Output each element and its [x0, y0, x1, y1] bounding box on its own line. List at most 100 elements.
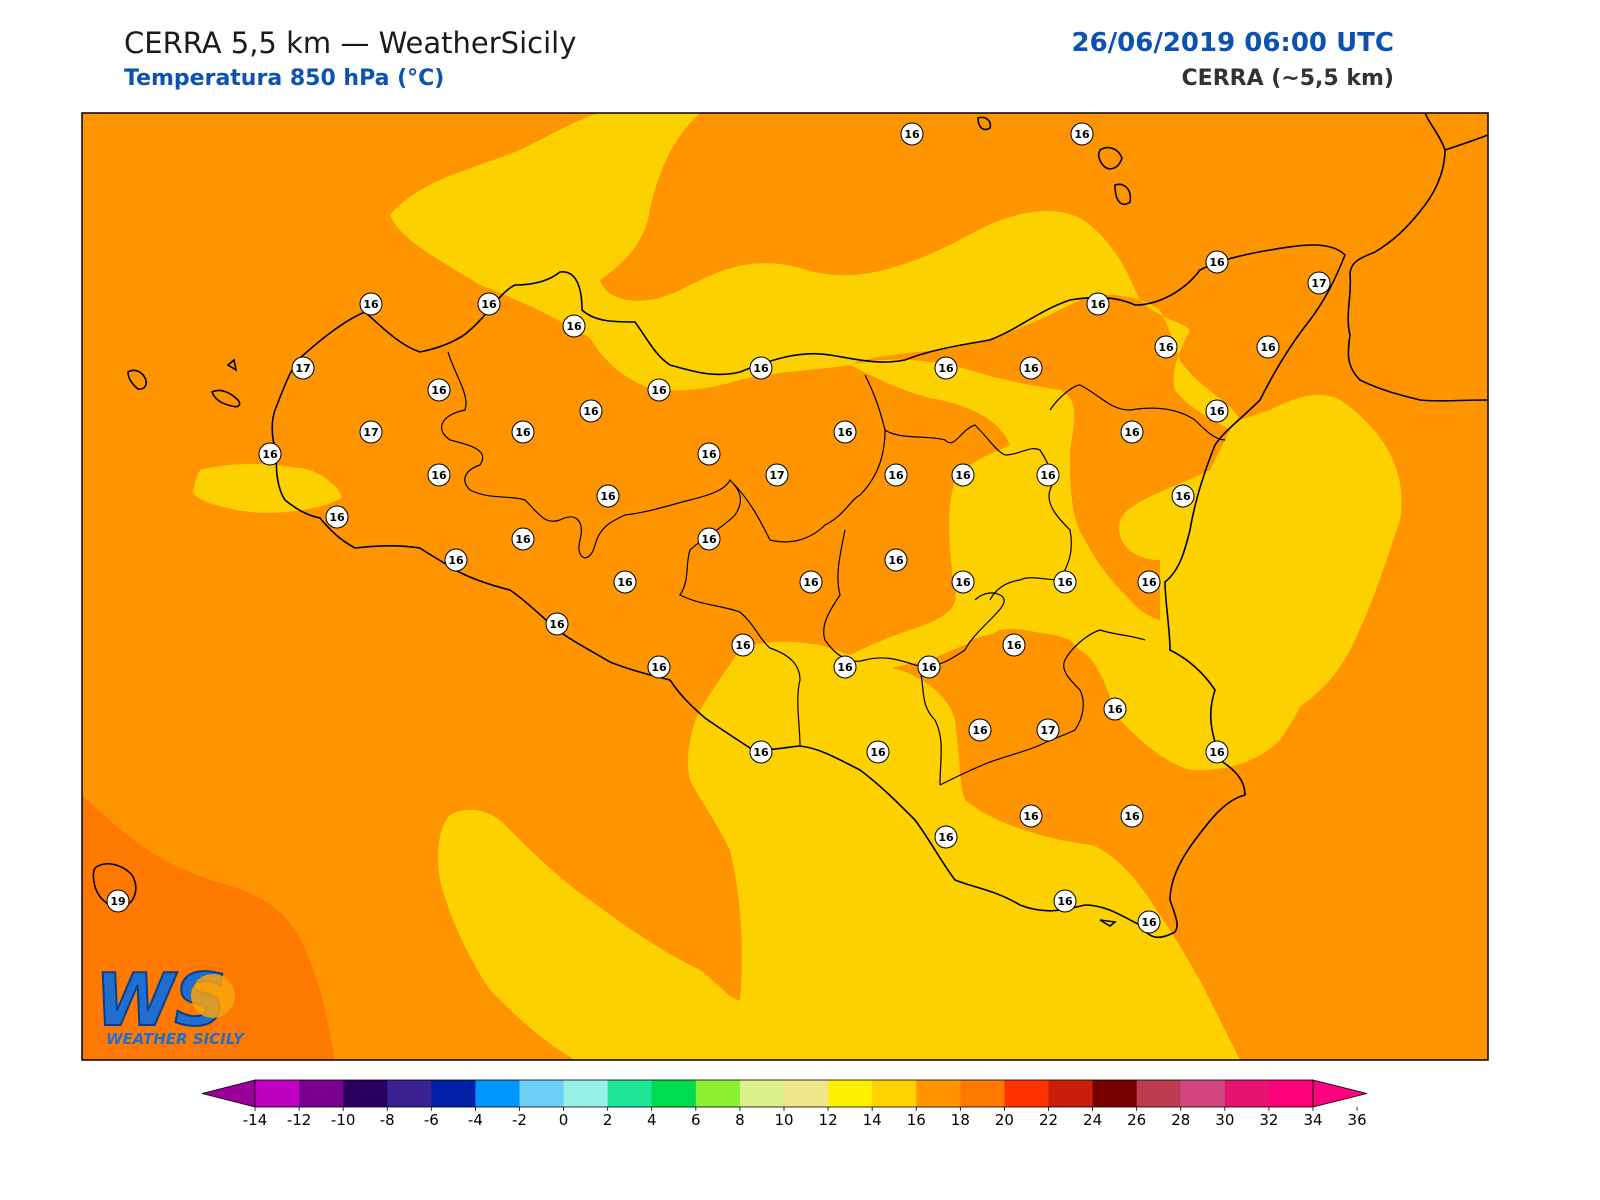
station-value: 16	[549, 618, 565, 631]
colorbar-segment	[1048, 1080, 1094, 1107]
station-marker: 16	[697, 442, 721, 466]
station-circle	[1205, 250, 1229, 274]
station-value: 16	[431, 384, 447, 397]
station-marker: 16	[934, 356, 958, 380]
station-circle	[545, 612, 569, 636]
station-circle	[511, 527, 535, 551]
station-circle	[884, 463, 908, 487]
station-circle	[731, 633, 755, 657]
station-value: 16	[735, 639, 751, 652]
station-marker: 16	[833, 655, 857, 679]
station-marker: 17	[765, 463, 789, 487]
station-marker: 16	[934, 825, 958, 849]
colorbar-segment	[607, 1080, 653, 1107]
sicily-coastline	[271, 244, 1346, 939]
coastlines	[92, 113, 1488, 939]
station-marker: 16	[866, 740, 890, 764]
aeolian-islands	[977, 116, 1132, 206]
colorbar-segment	[1268, 1080, 1314, 1107]
station-circle	[444, 548, 468, 572]
station-circle	[1171, 484, 1195, 508]
station-marker: 16	[799, 570, 823, 594]
fill-14-16-central	[840, 359, 1306, 771]
station-marker: 16	[1086, 292, 1110, 316]
station-circle	[1205, 740, 1229, 764]
colorbar-tick-label: 12	[819, 1111, 838, 1129]
station-value: 16	[431, 469, 447, 482]
station-circle	[427, 378, 451, 402]
station-circle	[258, 442, 282, 466]
station-marker: 16	[359, 292, 383, 316]
colorbar-segment	[431, 1080, 476, 1107]
station-circle	[1137, 910, 1161, 934]
station-markers: 16 16 16 16 16 17 16 16 16 16 16 16 16 16 17 16 16 16 16 17…	[106, 122, 1331, 934]
logo-caption: WEATHER SICILY	[106, 1030, 246, 1048]
station-circle	[697, 527, 721, 551]
colorbar-over-arrow	[1312, 1079, 1368, 1108]
colorbar-segment	[255, 1080, 300, 1107]
fill-14-16-west	[193, 464, 342, 513]
station-marker: 16	[596, 484, 620, 508]
station-value: 16	[515, 533, 531, 546]
station-value: 16	[583, 405, 599, 418]
station-marker: 17	[1307, 271, 1331, 295]
station-circle	[900, 122, 924, 146]
weathersicily-logo: WS WEATHER SICILY	[94, 957, 246, 1048]
station-circle	[106, 889, 130, 913]
station-value: 17	[295, 362, 310, 375]
station-value: 16	[600, 490, 616, 503]
colorbar-segment	[960, 1080, 1005, 1107]
station-marker: 16	[579, 399, 603, 423]
station-marker: 16	[562, 314, 586, 338]
station-circle	[833, 420, 857, 444]
colorbar-segment	[343, 1080, 388, 1107]
station-circle	[697, 442, 721, 466]
station-value: 16	[888, 469, 904, 482]
station-circle	[968, 718, 992, 742]
station-marker: 16	[1019, 356, 1043, 380]
station-marker: 16	[1019, 804, 1043, 828]
colorbar-tick-label: -14	[243, 1111, 268, 1129]
colorbar-segment	[651, 1080, 697, 1107]
station-marker: 16	[511, 527, 535, 551]
station-circle	[1036, 718, 1060, 742]
station-value: 16	[803, 576, 819, 589]
station-value: 16	[1209, 746, 1225, 759]
station-circle	[951, 570, 975, 594]
station-circle	[1120, 804, 1144, 828]
colorbar-tick-label: 16	[907, 1111, 926, 1129]
station-value: 16	[1074, 128, 1090, 141]
colorbar-tick-label: 14	[863, 1111, 882, 1129]
station-circle	[749, 740, 773, 764]
station-marker: 16	[427, 463, 451, 487]
chart-title: CERRA 5,5 km — WeatherSicily	[124, 26, 577, 60]
station-value: 16	[1090, 298, 1106, 311]
colorbar-segment	[695, 1080, 741, 1107]
station-marker: 16	[647, 655, 671, 679]
calabria-coastline	[1347, 113, 1488, 402]
colorbar-tick-label: 4	[647, 1111, 657, 1129]
station-circle	[1053, 570, 1077, 594]
colorbar-segment	[563, 1080, 609, 1107]
station-marker: 16	[1154, 335, 1178, 359]
station-marker: 16	[427, 378, 451, 402]
station-marker: 16	[1120, 420, 1144, 444]
station-value: 16	[1158, 341, 1174, 354]
fill-16-18-south-pocket	[955, 631, 1150, 855]
station-value: 16	[363, 298, 379, 311]
station-circle	[596, 484, 620, 508]
station-circle	[1002, 633, 1026, 657]
colorbar-segment	[519, 1080, 565, 1107]
station-value: 16	[972, 724, 988, 737]
colorbar-tick-label: 24	[1083, 1111, 1102, 1129]
station-value: 16	[701, 448, 717, 461]
station-value: 17	[1040, 724, 1055, 737]
colorbar: -14 -12 -10 -8 -6 -4 -2 0 2 4 6 8 10 12 14 16 18 20 22 24 26…	[201, 1079, 1368, 1129]
station-marker: 16	[749, 740, 773, 764]
station-marker: 16	[951, 463, 975, 487]
station-circle	[799, 570, 823, 594]
station-circle	[359, 292, 383, 316]
station-marker: 16	[545, 612, 569, 636]
station-value: 16	[1124, 810, 1140, 823]
colorbar-segment	[387, 1080, 432, 1107]
